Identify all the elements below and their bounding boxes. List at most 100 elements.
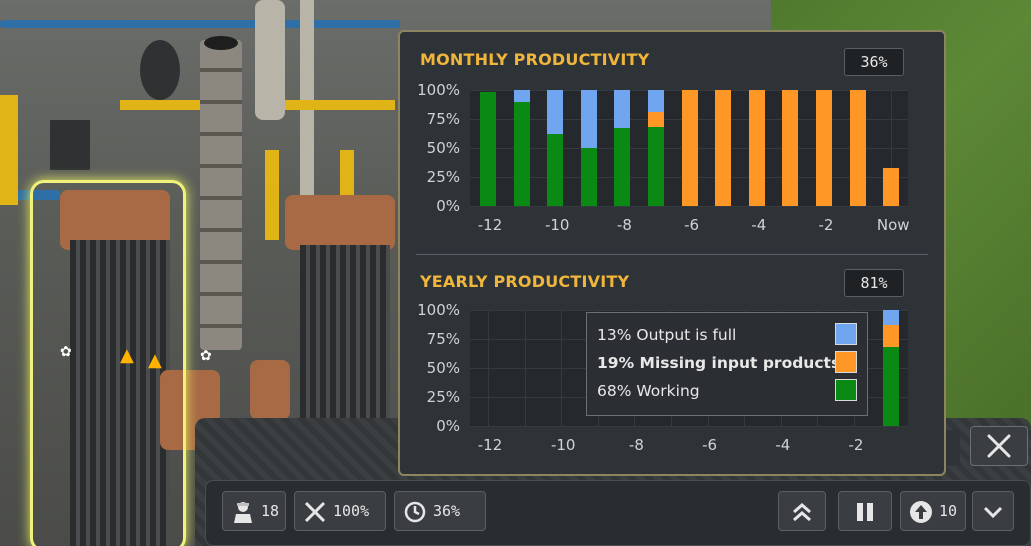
bar-segment-missing-input-products [782,90,799,206]
legend-item-output-full: 13% Output is full [597,323,857,347]
grid-line [561,310,563,426]
bar-segment-output-is-full [614,90,631,129]
workers-button[interactable]: 18 [222,491,286,531]
legend-swatch [835,351,857,373]
pause-icon [857,503,873,521]
grid-line [470,310,908,311]
yellow-frame [120,100,210,110]
bar-Now [883,90,900,206]
pause-button[interactable] [838,491,892,531]
yearly-xtick: -4 [775,436,791,454]
warning-icon: ▲ [148,350,162,371]
bar--5 [715,90,732,206]
monthly-xtick: -4 [751,216,767,234]
refinery-body [70,240,170,546]
selected-building-outline[interactable] [30,180,186,546]
yearly-xtick: -8 [628,436,644,454]
bar--1 [882,310,899,426]
yearly-xtick: -12 [477,436,503,454]
bar-segment-missing-input-products [883,167,900,206]
bar--7 [648,90,664,206]
tools-icon [304,501,326,523]
bar--12 [480,90,496,206]
chimney-tower [200,40,242,350]
chart-legend: 13% Output is full 19% Missing input pro… [586,312,868,416]
yearly-xtick: -2 [848,436,864,454]
yearly-ytick: 100% [417,301,460,319]
monthly-ytick: 25% [426,168,460,186]
monthly-xtick: -12 [477,216,503,234]
yearly-ytick: 50% [426,359,460,377]
grid-line [524,310,526,426]
expand-button[interactable] [972,491,1014,531]
monthly-xtick: -6 [684,216,700,234]
close-button[interactable] [970,426,1028,466]
monthly-xtick: -10 [544,216,570,234]
yearly-ytick: 0% [436,417,460,435]
close-icon [987,434,1011,458]
monthly-ytick: 75% [426,110,460,128]
productivity-button[interactable]: 36% [394,491,486,531]
monthly-chart [470,90,908,207]
monthly-xtick: -8 [616,216,632,234]
building-toolbar: 18 100% 36% 10 [205,480,1031,546]
warning-icon: ▲ [120,345,134,366]
worker-icon [234,502,252,523]
refinery-body [300,245,390,425]
grid-line [488,310,489,426]
bar-segment-missing-input-products [816,90,832,206]
fan-unit [140,40,180,100]
priority-button[interactable] [778,491,826,531]
yearly-xtick: -10 [550,436,576,454]
productivity-panel: MONTHLY PRODUCTIVITY 36% YEARLY PRODUCTI… [398,30,946,476]
machine-box [50,120,90,170]
legend-label: Output is full [636,326,737,344]
monthly-xtick: -2 [818,216,834,234]
bar--11 [513,90,530,206]
grid-line [891,90,893,206]
arrow-up-circle-icon [910,501,932,523]
chevron-down-icon [983,506,1003,519]
yellow-frame [285,100,395,110]
legend-item-working: 68% Working [597,379,857,403]
grid-line [470,206,908,207]
cargo-icon: ✿ [60,344,72,360]
bar--10 [547,90,564,206]
bar-segment-working [547,134,564,206]
yearly-ytick: 75% [426,330,460,348]
monthly-ytick: 50% [426,139,460,157]
bar-segment-working [513,101,530,206]
legend-label: Missing input products [639,354,841,372]
efficiency-button[interactable]: 100% [294,491,386,531]
efficiency-value: 100% [333,502,370,520]
bar-segment-missing-input-products [748,90,765,206]
monthly-xtick: Now [876,216,910,234]
bar--11 [517,310,533,426]
workers-count: 18 [261,502,280,520]
double-chevron-up-icon [793,503,811,522]
bar--12 [480,310,496,426]
storage-tank [255,0,285,120]
yellow-frame [0,95,18,205]
upgrade-level: 10 [939,502,958,520]
bar-segment-working [480,92,496,206]
bar--10 [553,310,569,426]
chimney-top [204,36,238,50]
bar-segment-working [614,128,631,206]
legend-pct: 19% [597,354,635,372]
bar-segment-output-is-full [580,90,597,148]
conveyor-pipe [0,20,400,28]
bar-segment-output-is-full [882,310,899,326]
bar-segment-missing-input-products [849,90,866,206]
legend-pct: 13% [597,326,632,344]
upgrade-button[interactable]: 10 [900,491,966,531]
bar-segment-missing-input-products [681,90,698,206]
monthly-title: MONTHLY PRODUCTIVITY [420,50,650,69]
legend-item-missing-input: 19% Missing input products [597,351,857,375]
yellow-frame [265,150,279,240]
bar-segment-output-is-full [648,90,664,113]
grid-line [470,426,908,427]
bar-segment-missing-input-products [715,90,732,206]
bar--3 [782,90,799,206]
bar-segment-working [882,347,899,426]
